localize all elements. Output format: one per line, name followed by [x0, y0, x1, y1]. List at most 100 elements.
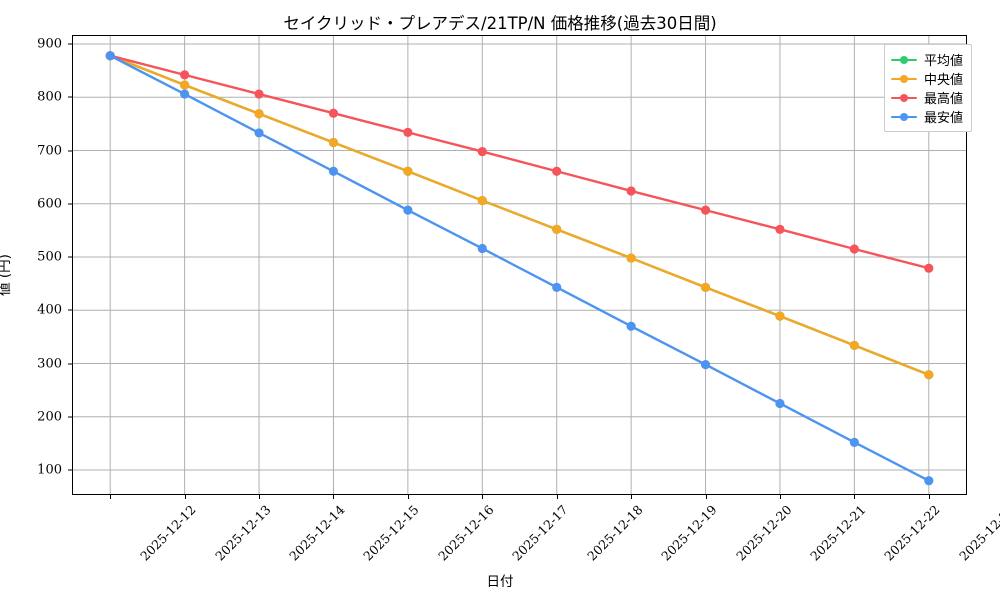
legend-marker-icon [891, 92, 917, 104]
data-point-marker [477, 243, 487, 254]
x-axis-tick-label: 2025-12-18 [583, 502, 646, 564]
data-point-marker [775, 398, 785, 409]
data-point-marker [626, 186, 636, 196]
data-point-marker [849, 340, 859, 351]
y-axis-tick-label: 600 [37, 196, 62, 212]
data-point-marker [403, 127, 413, 137]
y-axis-tick-label: 500 [37, 249, 62, 265]
data-point-marker [328, 108, 339, 118]
y-axis-tick-mark [68, 416, 72, 418]
data-point-marker [775, 224, 785, 234]
x-axis-tick-mark [854, 495, 856, 499]
data-point-marker [924, 370, 934, 380]
data-point-marker [626, 321, 636, 331]
chart-title: セイクリッド・プレアデス/21TP/N 価格推移(過去30日間) [283, 14, 717, 33]
chart-legend: 平均値中央値最高値最安値 [884, 44, 973, 132]
y-axis-tick-labels: 100 200 300 400 500 600 700 800 900 [0, 0, 62, 600]
data-point-marker [849, 437, 859, 447]
legend-item[interactable]: 最安値 [891, 107, 963, 126]
y-axis-tick-mark [68, 363, 72, 365]
y-axis-tick-mark [68, 203, 72, 205]
x-axis-tick-label: 2025-12-17 [509, 502, 571, 564]
data-series-group [105, 51, 934, 486]
legend-item[interactable]: 最高値 [891, 88, 963, 107]
x-axis-tick-label: 2025-12-14 [286, 502, 348, 564]
data-point-marker [700, 282, 711, 292]
y-axis-tick-mark [68, 309, 72, 311]
x-axis-tick-label: 2025-12-12 [137, 502, 199, 564]
x-axis-tick-label: 2025-12-19 [658, 502, 720, 564]
x-axis-tick-mark [705, 495, 707, 499]
series-line [109, 54, 930, 482]
plot-area [72, 35, 967, 495]
series-canvas [73, 36, 966, 494]
data-point-marker [403, 166, 413, 176]
y-axis-tick-mark [68, 43, 72, 45]
data-point-marker [849, 244, 859, 254]
data-point-marker [180, 80, 190, 90]
legend-label: 平均値 [924, 54, 964, 69]
data-point-marker [254, 109, 264, 119]
data-point-marker [477, 146, 487, 157]
x-axis-tick-label: 2025-12-22 [881, 502, 944, 564]
x-axis-tick-mark [928, 495, 930, 499]
y-axis-tick-mark [68, 469, 72, 471]
data-point-marker [180, 89, 190, 99]
y-axis-tick-label: 200 [37, 409, 62, 425]
series-line [109, 54, 930, 376]
data-point-marker [254, 128, 264, 138]
data-point-marker [254, 89, 264, 99]
y-axis-tick-label: 300 [37, 356, 62, 372]
x-axis-tick-mark [556, 495, 558, 499]
legend-marker-icon [891, 54, 917, 66]
data-point-marker [552, 282, 562, 292]
data-point-marker [775, 311, 785, 321]
x-axis-tick-mark [631, 495, 633, 499]
x-axis-tick-mark [779, 495, 781, 499]
y-axis-title: 値 (円) [0, 254, 13, 296]
x-axis-tick-label: 2025-12-21 [807, 502, 869, 564]
x-axis-tick-label: 2025-12-13 [211, 502, 274, 564]
data-point-marker [180, 70, 190, 80]
legend-marker-icon [891, 73, 917, 85]
y-axis-tick-mark [68, 150, 72, 151]
legend-item[interactable]: 平均値 [891, 50, 963, 69]
y-axis-tick-label: 900 [37, 36, 62, 52]
legend-label: 中央値 [924, 73, 964, 88]
x-axis-tick-mark [259, 495, 261, 499]
legend-label: 最安値 [924, 111, 964, 126]
y-axis-tick-label: 400 [37, 302, 62, 318]
x-axis-tick-label: 2025-12-23 [955, 502, 1000, 564]
data-point-marker [700, 359, 711, 370]
data-point-marker [924, 476, 934, 486]
y-axis-tick-mark [68, 256, 72, 258]
legend-label: 最高値 [924, 92, 964, 107]
y-axis-tick-label: 700 [37, 143, 62, 158]
data-point-marker [328, 166, 339, 176]
data-point-marker [403, 205, 413, 215]
x-axis-tick-mark [110, 495, 112, 499]
data-point-marker [552, 166, 562, 176]
y-axis-tick-label: 800 [37, 89, 62, 105]
data-point-marker [477, 195, 487, 206]
data-point-marker [700, 205, 711, 215]
legend-item[interactable]: 中央値 [891, 69, 963, 88]
series-line [109, 54, 930, 270]
data-point-marker [924, 263, 934, 273]
data-point-marker [626, 253, 636, 263]
data-point-marker [105, 51, 115, 61]
x-axis-tick-mark [482, 495, 484, 499]
y-axis-tick-label: 100 [37, 462, 62, 478]
x-axis-title: 日付 [486, 574, 514, 590]
x-axis-tick-label: 2025-12-20 [732, 502, 795, 564]
data-point-marker [328, 137, 339, 148]
x-axis-tick-mark [407, 495, 409, 499]
y-axis-tick-mark [68, 96, 72, 98]
x-axis-tick-mark [333, 495, 335, 499]
x-axis-tick-mark [184, 495, 186, 499]
data-point-marker [552, 224, 562, 234]
legend-marker-icon [891, 111, 917, 123]
x-axis-tick-label: 2025-12-16 [434, 502, 497, 564]
x-axis-tick-label: 2025-12-15 [360, 502, 423, 564]
